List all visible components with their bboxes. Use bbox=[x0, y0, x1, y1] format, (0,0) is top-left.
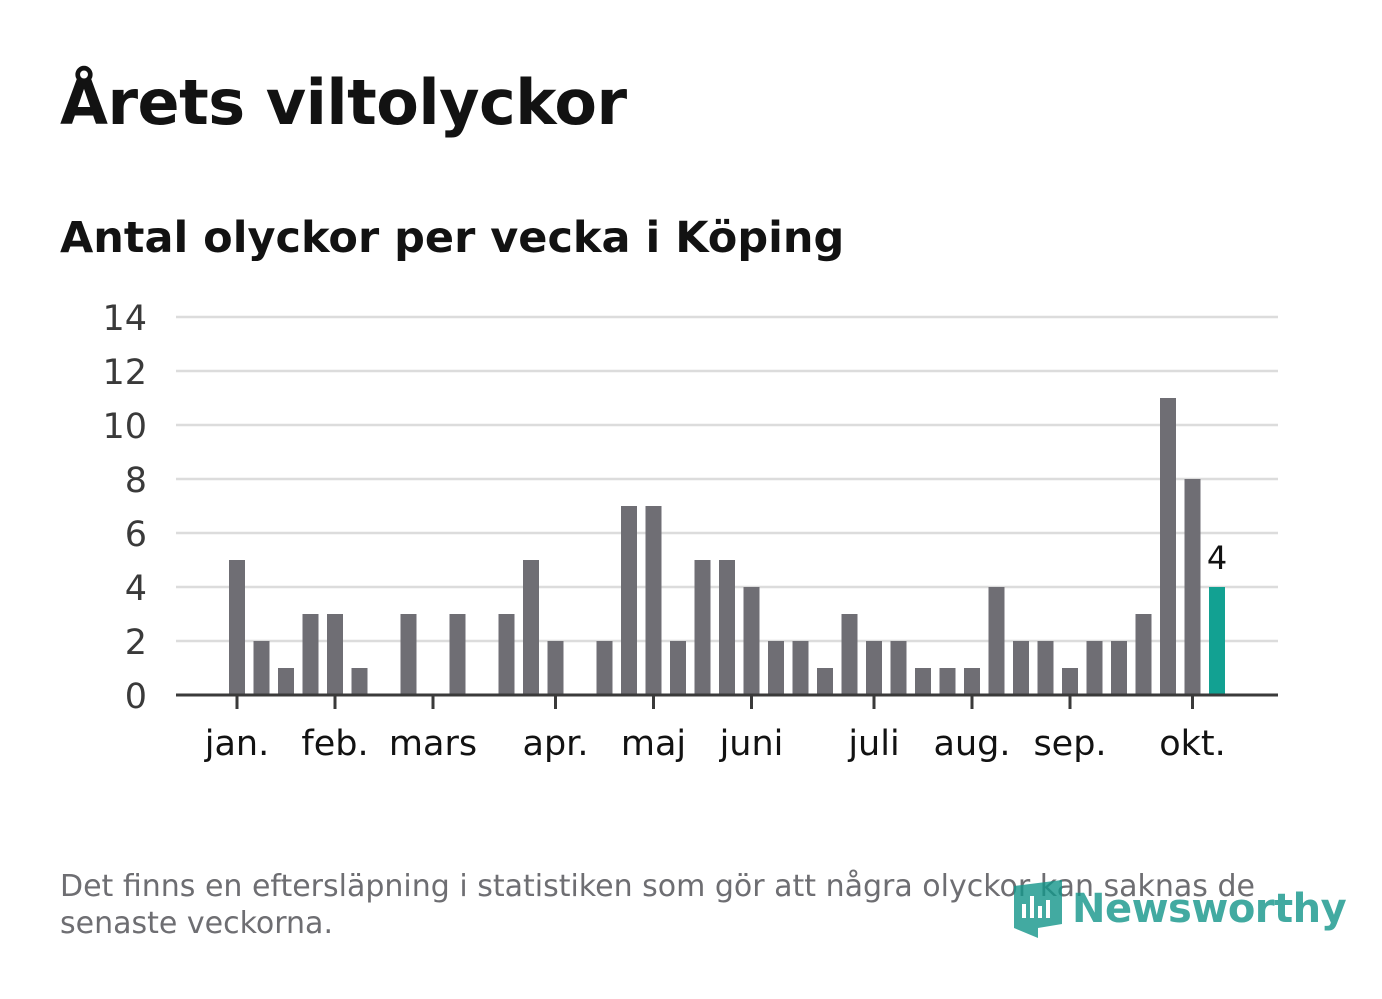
x-tick-label: okt. bbox=[1159, 724, 1226, 764]
brand-name: Newsworthy bbox=[1072, 886, 1347, 932]
gridlines bbox=[176, 315, 1278, 643]
bar bbox=[890, 641, 907, 695]
bar bbox=[988, 587, 1005, 695]
bar bbox=[670, 641, 686, 695]
bar bbox=[449, 614, 466, 695]
bar bbox=[596, 641, 613, 695]
x-tick-label: jan. bbox=[204, 724, 269, 764]
bar-highlight bbox=[1209, 587, 1225, 695]
x-tick-label: aug. bbox=[934, 724, 1011, 764]
bar bbox=[1013, 641, 1029, 695]
bar bbox=[939, 668, 956, 695]
chart-subtitle: Antal olyckor per vecka i Köping bbox=[60, 213, 845, 263]
x-tick-label: juni bbox=[719, 724, 784, 764]
x-tick-label: apr. bbox=[523, 724, 589, 764]
x-tick-label: maj bbox=[621, 724, 686, 764]
y-tick-label: 12 bbox=[102, 353, 147, 393]
bar bbox=[866, 641, 882, 695]
chart-title: Årets viltolyckor bbox=[60, 66, 627, 139]
y-tick-label: 0 bbox=[125, 677, 147, 717]
bar bbox=[817, 668, 833, 695]
bar bbox=[841, 614, 858, 695]
bars bbox=[229, 398, 1225, 695]
bar bbox=[1160, 398, 1176, 695]
bar bbox=[1037, 641, 1054, 695]
y-tick-label: 8 bbox=[125, 461, 147, 501]
y-axis-ticks: 0 2 4 6 8 10 12 14 bbox=[102, 299, 147, 717]
bar bbox=[302, 614, 319, 695]
bar bbox=[1111, 641, 1127, 695]
bar bbox=[327, 614, 343, 695]
y-tick-label: 14 bbox=[102, 299, 147, 339]
newsworthy-logo: Newsworthy bbox=[1012, 878, 1347, 940]
bar bbox=[400, 614, 417, 695]
data-labels: 4 bbox=[1207, 539, 1227, 577]
y-tick-label: 10 bbox=[102, 407, 147, 447]
data-label: 4 bbox=[1207, 539, 1227, 577]
bar bbox=[1184, 479, 1201, 695]
bar bbox=[621, 506, 637, 695]
bar bbox=[792, 641, 809, 695]
y-tick-label: 6 bbox=[125, 515, 147, 555]
bar bbox=[498, 614, 515, 695]
y-tick-label: 2 bbox=[125, 623, 147, 663]
newsworthy-logo-icon bbox=[1014, 880, 1062, 938]
bar bbox=[253, 641, 270, 695]
bar bbox=[964, 668, 980, 695]
bar bbox=[645, 506, 662, 695]
x-axis-ticks: jan. feb. mars apr. maj juni juli aug. sep. okt. bbox=[204, 695, 1226, 764]
bar bbox=[229, 560, 245, 695]
bar bbox=[1062, 668, 1078, 695]
x-tick-label: mars bbox=[389, 724, 477, 764]
x-tick-label: feb. bbox=[301, 724, 368, 764]
bar bbox=[915, 668, 931, 695]
bar bbox=[523, 560, 539, 695]
y-tick-label: 4 bbox=[125, 569, 147, 609]
bar bbox=[351, 668, 368, 695]
bar bbox=[743, 587, 760, 695]
x-tick-label: juli bbox=[847, 724, 899, 764]
bar bbox=[1135, 614, 1152, 695]
bar bbox=[768, 641, 784, 695]
x-tick-label: sep. bbox=[1033, 724, 1106, 764]
bar bbox=[547, 641, 564, 695]
bar bbox=[1086, 641, 1103, 695]
bar bbox=[719, 560, 735, 695]
bar bbox=[694, 560, 711, 695]
bar bbox=[278, 668, 294, 695]
